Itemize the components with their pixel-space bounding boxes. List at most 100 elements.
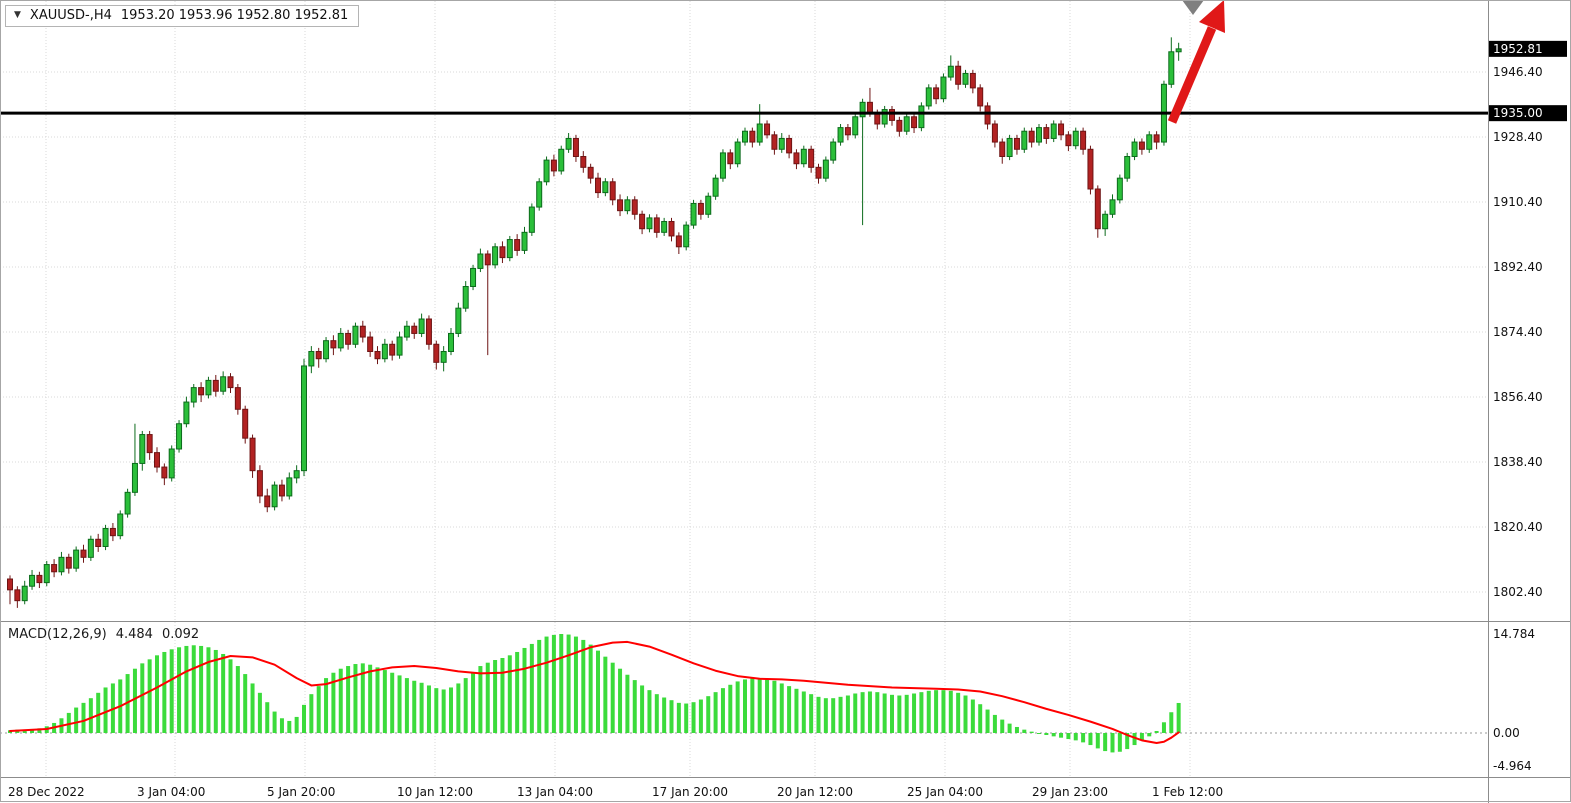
candle-body <box>433 343 440 363</box>
candle-body <box>1087 148 1094 190</box>
time-axis-label: 3 Jan 04:00 <box>137 785 205 799</box>
price-axis-label: 1856.40 <box>1493 390 1543 404</box>
candle-body <box>999 141 1006 158</box>
macd-bar <box>132 668 137 733</box>
macd-bar <box>199 645 204 733</box>
candle-body <box>102 527 109 548</box>
macd-bar <box>404 678 409 733</box>
candle-body <box>117 513 124 537</box>
macd-bar <box>684 703 689 733</box>
time-axis-label: 29 Jan 23:00 <box>1032 785 1108 799</box>
macd-bar <box>845 695 850 733</box>
candle-body <box>646 217 653 230</box>
price-axis-label: 1802.40 <box>1493 585 1543 599</box>
macd-bar <box>235 666 240 733</box>
candle-body <box>690 202 697 226</box>
macd-bar <box>1059 733 1064 738</box>
candle-body <box>764 123 771 136</box>
candle-body <box>771 134 778 150</box>
macd-bar <box>66 712 71 733</box>
candle-body <box>43 564 50 584</box>
macd-bar <box>471 672 476 733</box>
time-axis-label: 10 Jan 12:00 <box>397 785 473 799</box>
macd-bar <box>1147 733 1152 737</box>
macd-bar <box>529 643 534 733</box>
macd-bar <box>1007 723 1012 733</box>
trend-arrow-shaft[interactable] <box>1167 26 1217 124</box>
macd-bar <box>1132 733 1137 746</box>
macd-bar <box>287 720 292 733</box>
macd-bar <box>463 678 468 733</box>
macd-bar <box>706 696 711 733</box>
symbol-header[interactable]: ▼ XAUUSD-,H4 1953.20 1953.96 1952.80 195… <box>5 5 360 27</box>
macd-bar <box>103 687 108 733</box>
candle-body <box>1080 130 1087 150</box>
candle-body <box>418 318 425 334</box>
macd-bar <box>662 697 667 733</box>
candle-body <box>661 221 668 233</box>
candle-body <box>683 224 690 248</box>
macd-bar <box>368 664 373 733</box>
macd-bar <box>573 636 578 733</box>
macd-bar <box>1014 726 1019 733</box>
candle-body <box>352 325 359 345</box>
macd-bar <box>992 714 997 733</box>
candle-body <box>1058 123 1065 136</box>
macd-bar <box>956 692 961 733</box>
time-axis[interactable] <box>0 777 1488 803</box>
macd-bar <box>22 729 27 733</box>
macd-bar <box>853 693 858 733</box>
macd-bar <box>934 690 939 733</box>
macd-bar <box>250 683 255 733</box>
candle-body <box>587 166 594 179</box>
macd-bar <box>809 694 814 733</box>
macd-bar <box>743 679 747 733</box>
candle-body <box>1006 137 1013 157</box>
candle-body <box>455 307 462 334</box>
candle-body <box>1013 137 1020 150</box>
macd-bar <box>221 653 226 733</box>
macd-axis-label: 0.00 <box>1493 726 1520 740</box>
collapse-chevron-icon[interactable]: ▼ <box>14 10 21 20</box>
macd-bar <box>757 678 762 733</box>
macd-bar <box>155 655 159 733</box>
candle-body <box>1109 199 1116 215</box>
candle-body <box>21 585 28 602</box>
macd-bar <box>30 728 35 733</box>
macd-bar <box>735 681 740 733</box>
macd-bar <box>169 649 174 733</box>
candle-body <box>146 434 153 454</box>
candle-body <box>1175 48 1182 53</box>
macd-bar <box>860 692 865 733</box>
candle-body <box>1036 127 1042 143</box>
macd-bar <box>478 666 483 733</box>
macd-bar <box>309 694 314 733</box>
candle-body <box>624 199 631 212</box>
candle-body <box>808 148 815 168</box>
macd-bar <box>257 692 262 733</box>
candle-body <box>984 105 991 125</box>
candle-body <box>286 477 293 497</box>
candle-body <box>514 239 521 251</box>
macd-bar <box>507 655 512 733</box>
candle-body <box>499 246 506 259</box>
candle-body <box>220 376 227 392</box>
candle-body <box>837 127 844 143</box>
macd-bar <box>353 664 358 733</box>
candle-body <box>1153 134 1160 143</box>
macd-bar <box>272 711 277 733</box>
macd-bar <box>1169 712 1174 733</box>
macd-bar <box>654 694 659 733</box>
macd-bar <box>1037 733 1041 734</box>
candle-body <box>933 87 940 100</box>
time-axis-label: 25 Jan 04:00 <box>907 785 983 799</box>
trend-arrow-head[interactable] <box>1199 0 1225 33</box>
candle-body <box>955 65 962 85</box>
macd-bar <box>1103 733 1108 752</box>
candle-body <box>558 148 565 172</box>
candle-body <box>14 589 21 602</box>
macd-bar <box>375 667 380 733</box>
candle-body <box>896 119 903 132</box>
